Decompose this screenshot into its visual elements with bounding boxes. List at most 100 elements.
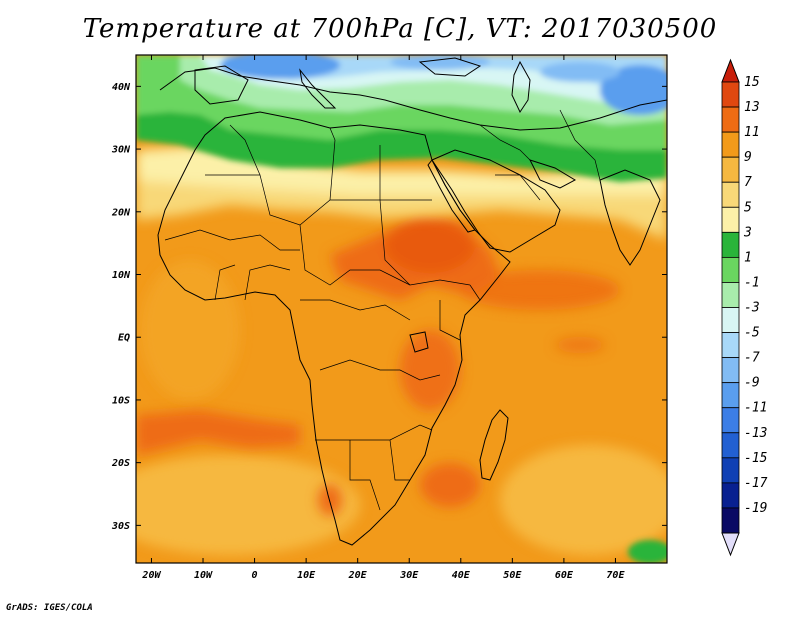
chart-title: Temperature at 700hPa [C], VT: 201703050…	[82, 14, 718, 44]
border-14	[469, 284, 481, 301]
colorbar-label: -1	[744, 275, 760, 290]
field-south-light	[136, 455, 360, 555]
colorbar-label: -3	[744, 301, 760, 316]
x-tick-label: 30E	[399, 570, 419, 581]
border-12	[389, 439, 410, 481]
y-tick-label: 20N	[111, 207, 131, 218]
field-blue-balkans	[390, 55, 490, 70]
x-tick-label: 0	[252, 570, 258, 581]
border-9	[319, 359, 441, 381]
colorbar-box	[721, 432, 740, 459]
field-south-indian-light	[500, 445, 667, 555]
field-arabian-warm	[460, 270, 620, 310]
colorbar-box	[721, 81, 740, 108]
persian-gulf-outline	[529, 159, 577, 189]
x-tick-label: 60E	[555, 570, 574, 581]
colorbar-box	[721, 106, 740, 133]
x-tick-label: 40E	[452, 570, 471, 581]
border-17	[495, 174, 541, 201]
field-green-sw-corner	[628, 540, 667, 563]
x-tick-label: 50E	[503, 570, 522, 581]
colorbar-label: 11	[744, 125, 760, 140]
colorbar-label: 5	[744, 200, 752, 215]
colorbar-box	[721, 282, 740, 308]
colorbar-label: 3	[743, 225, 752, 240]
border-16	[214, 264, 236, 301]
colorbar-box	[721, 482, 740, 509]
colorbar-label: -9	[744, 376, 760, 391]
border-7	[164, 229, 300, 251]
colorbar-bottom-arrow	[721, 532, 740, 557]
colorbar-box	[721, 332, 740, 359]
lake-victoria	[409, 331, 429, 353]
y-axis: 40N 30N 20N 10N EQ 10S 20S 30S	[111, 82, 667, 532]
plot-frame	[135, 54, 668, 564]
y-tick-label: 10S	[112, 395, 130, 406]
black-sea-outline	[418, 57, 482, 77]
border-11	[349, 440, 381, 511]
field-sahara-band-3	[136, 145, 667, 195]
border-18	[559, 109, 601, 181]
colorbar-label: -13	[744, 426, 767, 441]
y-tick-label: 40N	[112, 82, 131, 93]
colorbar-box	[721, 457, 740, 484]
grads-credit: GrADS: IGES/COLA	[6, 603, 93, 613]
colorbar: 15 13 11 9 7 5 3 1 -1 -3 -5 -7 -9 -11 -13 -15 -17 -19	[721, 58, 768, 557]
colorbar-label: -5	[744, 326, 760, 341]
border-6	[379, 199, 471, 286]
border-8	[300, 299, 411, 321]
border-5	[299, 224, 411, 286]
field-sudan-hot	[385, 217, 475, 273]
colorbar-box	[721, 131, 740, 158]
italy-outline	[299, 68, 337, 109]
x-axis: 20W 10W 0 10E 20E 30E 40E 50E 60E 70E	[141, 55, 625, 581]
colorbar-label: 9	[744, 150, 752, 165]
arabia-outline	[431, 149, 561, 253]
colorbar-label: 13	[744, 100, 760, 115]
colorbar-box	[721, 231, 740, 258]
y-tick-label: 30S	[111, 521, 130, 532]
colorbar-box	[721, 382, 740, 409]
x-tick-label: 20W	[141, 570, 161, 581]
madagascar-outline	[479, 409, 509, 481]
colorbar-label: -7	[744, 351, 760, 366]
colorbar-label: -15	[744, 451, 768, 466]
colorbar-label: -19	[744, 501, 767, 516]
y-tick-label: 10N	[112, 270, 131, 281]
field-indian-patch	[555, 337, 605, 353]
colorbar-box	[721, 156, 740, 183]
caspian-outline	[511, 60, 531, 114]
border-13	[439, 300, 461, 341]
colorbar-top-arrow	[721, 58, 740, 83]
field-blue-asia	[600, 65, 667, 115]
field-atlantic-warm-tongue	[136, 410, 300, 455]
border-3	[329, 127, 336, 201]
border-15	[244, 264, 291, 301]
colorbar-label: 15	[744, 75, 760, 90]
colorbar-box	[721, 307, 740, 333]
colorbar-box	[721, 206, 740, 233]
country-borders	[164, 109, 601, 511]
border-2	[229, 124, 261, 176]
y-tick-label: 30N	[111, 145, 131, 156]
india-outline	[599, 169, 661, 266]
x-tick-label: 10W	[194, 570, 213, 581]
red-sea-outline	[427, 159, 476, 233]
field-s-africa-warm	[420, 463, 480, 507]
x-tick-label: 10E	[297, 570, 316, 581]
border-19	[479, 124, 531, 161]
colorbar-box	[721, 357, 740, 384]
temperature-field	[136, 55, 667, 563]
europe-outline	[159, 67, 667, 131]
colorbar-box	[721, 256, 740, 283]
colorbar-box	[721, 407, 740, 434]
colorbar-box	[721, 507, 740, 534]
field-blue-europe	[220, 55, 340, 79]
colorbar-label: 1	[744, 250, 752, 265]
y-tick-label: 20S	[111, 458, 130, 469]
y-tick-label: EQ	[118, 333, 130, 344]
colorbar-label: 7	[744, 175, 752, 190]
iberia-outline	[194, 65, 249, 105]
field-south-africa-patch	[318, 484, 342, 516]
